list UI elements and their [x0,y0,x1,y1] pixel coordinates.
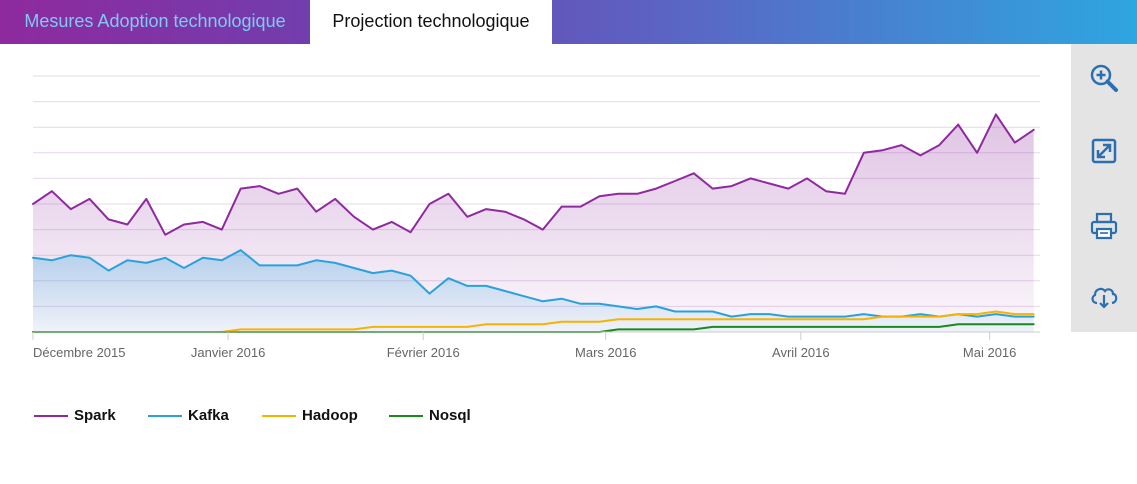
series-area-kafka [33,250,1034,332]
x-tick-label: Décembre 2015 [33,345,126,360]
print-icon[interactable] [1088,210,1120,242]
expand-icon[interactable] [1088,135,1120,167]
chart-area: Décembre 2015 Janvier 2016 Février 2016 Mar… [32,75,1040,360]
tab-bar: Mesures Adoption technologique Projectio… [0,0,1137,44]
chart-area-fills [33,114,1034,333]
x-tick-label: Janvier 2016 [191,345,265,360]
legend-swatch [34,415,68,417]
legend-swatch [389,415,423,417]
legend-label: Kafka [188,407,229,424]
cloud-download-icon[interactable] [1088,280,1120,312]
legend-swatch [262,415,296,417]
x-tick-label: Février 2016 [387,345,460,360]
x-tick-label: Avril 2016 [772,345,830,360]
series-line-spark [32,113,1035,236]
chart-x-axis: Décembre 2015 Janvier 2016 Février 2016 Mar… [32,331,1040,360]
series-line-kafka [32,249,1035,318]
legend-label: Spark [74,407,116,424]
legend-label: Hadoop [302,407,358,424]
zoom-in-icon[interactable] [1088,62,1120,94]
tab-adoption[interactable]: Mesures Adoption technologique [24,11,286,31]
legend-label: Nosql [429,407,471,424]
x-tick-label: Mars 2016 [575,345,636,360]
x-tick-label: Mai 2016 [963,345,1016,360]
tab-projection[interactable]: Projection technologique [310,0,552,44]
legend-swatch [148,415,182,417]
chart-toolbar [1071,44,1137,332]
